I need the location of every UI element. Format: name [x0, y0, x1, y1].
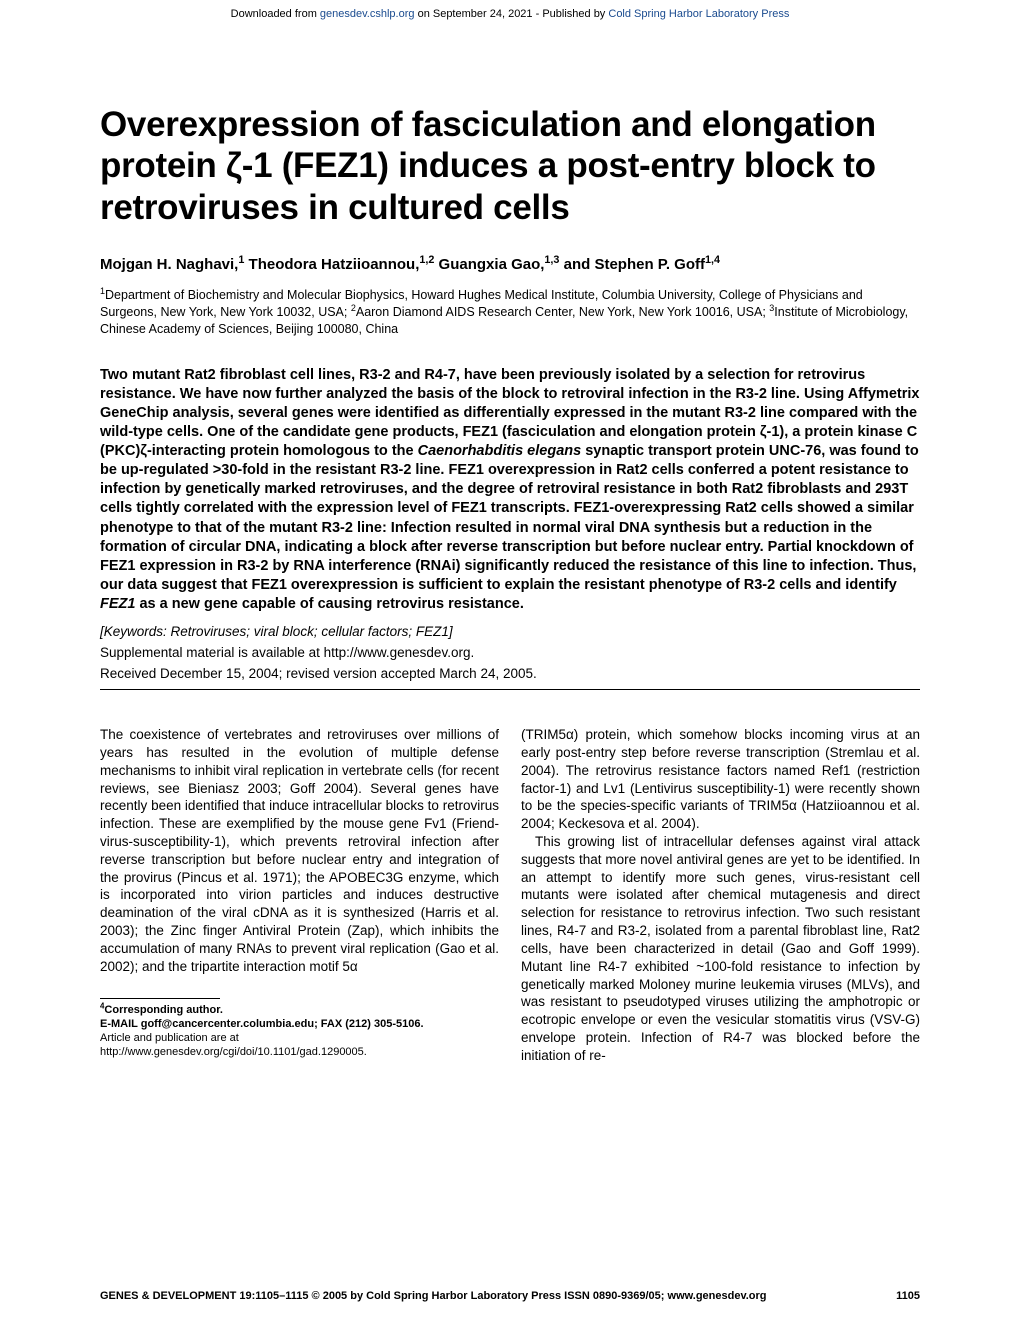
page-footer: GENES & DEVELOPMENT 19:1105–1115 © 2005 … — [100, 1290, 920, 1302]
footnotes: 4Corresponding author. E-MAIL goff@cance… — [100, 1003, 499, 1059]
footnote-rule — [100, 998, 220, 999]
footer-right: 1105 — [896, 1290, 920, 1302]
download-prefix: Downloaded from — [231, 8, 320, 20]
corresponding-email: E-MAIL goff@cancercenter.columbia.edu; F… — [100, 1017, 499, 1031]
right-p2: This growing list of intracellular defen… — [521, 833, 920, 1065]
download-link-1[interactable]: genesdev.cshlp.org — [320, 8, 415, 20]
column-right: (TRIM5α) protein, which somehow blocks i… — [521, 726, 920, 1064]
right-p1: (TRIM5α) protein, which somehow blocks i… — [521, 726, 920, 833]
keywords-line: [Keywords: Retroviruses; viral block; ce… — [100, 624, 920, 639]
received-line: Received December 15, 2004; revised vers… — [100, 666, 920, 681]
article-publication-note: Article and publication are at http://ww… — [100, 1031, 499, 1059]
download-middle: on September 24, 2021 - Published by — [415, 8, 609, 20]
download-link-2[interactable]: Cold Spring Harbor Laboratory Press — [608, 8, 789, 20]
affiliations: 1Department of Biochemistry and Molecula… — [100, 287, 920, 338]
download-bar: Downloaded from genesdev.cshlp.org on Se… — [0, 0, 1020, 24]
keywords-text: [Keywords: Retroviruses; viral block; ce… — [100, 624, 453, 639]
corresponding-author: 4Corresponding author. — [100, 1003, 499, 1017]
column-left: The coexistence of vertebrates and retro… — [100, 726, 499, 1064]
article-title: Overexpression of fasciculation and elon… — [100, 104, 920, 228]
section-rule — [100, 689, 920, 690]
supplemental-line: Supplemental material is available at ht… — [100, 645, 920, 660]
page-content: Overexpression of fasciculation and elon… — [0, 24, 1020, 1065]
body-columns: The coexistence of vertebrates and retro… — [100, 726, 920, 1064]
left-p1: The coexistence of vertebrates and retro… — [100, 726, 499, 975]
authors-line: Mojgan H. Naghavi,1 Theodora Hatziioanno… — [100, 256, 920, 273]
footer-left: GENES & DEVELOPMENT 19:1105–1115 © 2005 … — [100, 1290, 767, 1302]
abstract: Two mutant Rat2 fibroblast cell lines, R… — [100, 366, 920, 615]
